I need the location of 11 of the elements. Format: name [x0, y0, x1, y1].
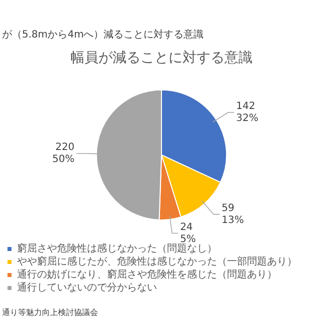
legend-label: 通行の妨げになり、窮屈さや危険性を感じた（問題あり）: [17, 268, 277, 281]
chart-title: 幅員が減ることに対する意識: [70, 50, 252, 66]
data-label: 24 5%: [180, 222, 196, 245]
chart-subtitle: が（5.8mから4mへ）減ることに対する意識: [2, 28, 204, 41]
data-label: 59 13%: [222, 202, 244, 226]
data-label: 142 32%: [236, 100, 258, 124]
text: 通り等魅力向上検討協議会: [2, 308, 98, 318]
legend-label: やや窮屈に感じたが、危険性は感じなかった（一部問題あり）: [17, 256, 297, 268]
legend-label: 窮屈さや危険性は感じなかった（問題なし）: [17, 242, 217, 255]
data-label: 220 50%: [52, 142, 74, 166]
legend-label: 通行していないので分からない: [17, 282, 157, 294]
